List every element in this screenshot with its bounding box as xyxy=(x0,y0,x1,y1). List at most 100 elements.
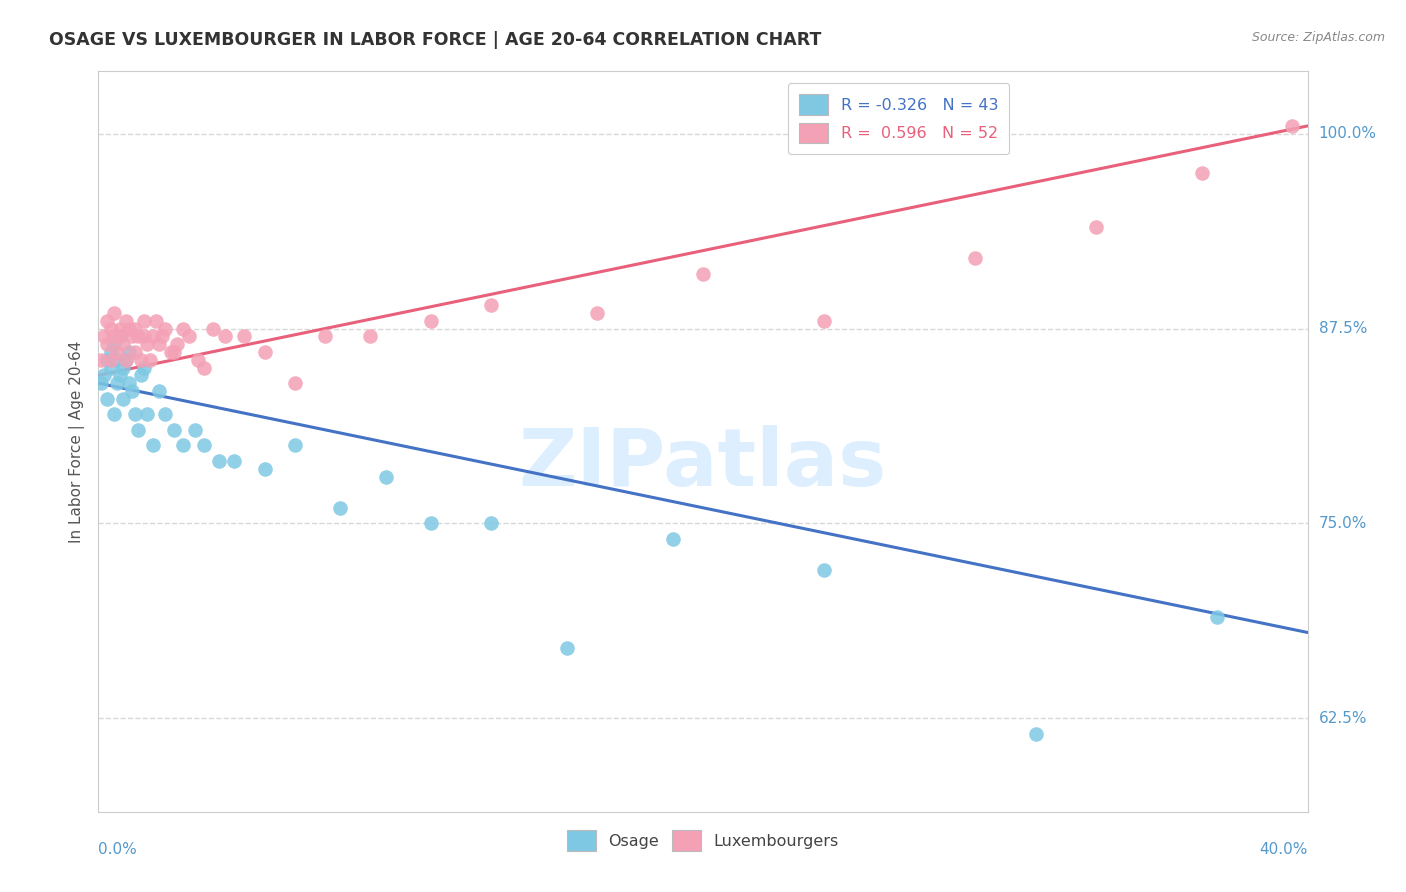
Point xyxy=(813,314,835,328)
Text: 87.5%: 87.5% xyxy=(1319,321,1367,336)
Point xyxy=(90,376,112,390)
Point xyxy=(108,368,131,383)
Point xyxy=(132,360,155,375)
Point xyxy=(965,252,987,266)
Point xyxy=(160,345,183,359)
Point xyxy=(202,321,225,335)
Point xyxy=(100,321,122,335)
Point xyxy=(105,352,128,367)
Point xyxy=(329,500,352,515)
Point xyxy=(148,337,170,351)
Point xyxy=(163,345,186,359)
Point xyxy=(420,314,443,328)
Point xyxy=(481,516,503,531)
Point xyxy=(692,267,714,281)
Point xyxy=(193,360,215,375)
Point xyxy=(127,423,149,437)
Point xyxy=(100,352,122,367)
Point xyxy=(153,407,176,421)
Point xyxy=(314,329,336,343)
Point xyxy=(96,337,118,351)
Point xyxy=(142,329,165,343)
Point xyxy=(253,345,276,359)
Point xyxy=(114,314,136,328)
Point xyxy=(153,321,176,335)
Point xyxy=(172,438,194,452)
Text: 0.0%: 0.0% xyxy=(98,842,138,857)
Point xyxy=(114,352,136,367)
Point xyxy=(121,384,143,398)
Point xyxy=(184,423,207,437)
Text: 62.5%: 62.5% xyxy=(1319,711,1367,726)
Point xyxy=(111,360,134,375)
Point xyxy=(96,314,118,328)
Point xyxy=(1085,220,1108,235)
Point xyxy=(374,469,396,483)
Text: 75.0%: 75.0% xyxy=(1319,516,1367,531)
Point xyxy=(124,345,146,359)
Point xyxy=(103,337,125,351)
Point xyxy=(555,641,578,656)
Point xyxy=(108,321,131,335)
Point xyxy=(253,462,276,476)
Point xyxy=(108,329,131,343)
Point xyxy=(108,329,131,343)
Text: 100.0%: 100.0% xyxy=(1319,126,1376,141)
Point xyxy=(103,407,125,421)
Point xyxy=(284,438,307,452)
Point xyxy=(1281,119,1303,133)
Point xyxy=(105,345,128,359)
Point xyxy=(193,438,215,452)
Point xyxy=(172,321,194,335)
Point xyxy=(111,392,134,406)
Point xyxy=(93,368,115,383)
Point xyxy=(214,329,236,343)
Y-axis label: In Labor Force | Age 20-64: In Labor Force | Age 20-64 xyxy=(69,341,84,542)
Point xyxy=(481,298,503,312)
Point xyxy=(118,321,141,335)
Text: 40.0%: 40.0% xyxy=(1260,842,1308,857)
Point xyxy=(105,376,128,390)
Point xyxy=(135,337,157,351)
Legend: Osage, Luxembourgers: Osage, Luxembourgers xyxy=(561,823,845,857)
Point xyxy=(100,345,122,359)
Point xyxy=(132,329,155,343)
Point xyxy=(586,306,609,320)
Point xyxy=(661,532,683,546)
Point xyxy=(93,329,115,343)
Point xyxy=(118,376,141,390)
Point xyxy=(1024,727,1046,741)
Point xyxy=(420,516,443,531)
Point xyxy=(100,360,122,375)
Point xyxy=(121,329,143,343)
Point xyxy=(224,454,246,468)
Text: ZIPatlas: ZIPatlas xyxy=(519,425,887,503)
Point xyxy=(148,384,170,398)
Point xyxy=(1191,166,1213,180)
Point xyxy=(129,352,152,367)
Point xyxy=(187,352,209,367)
Point xyxy=(96,352,118,367)
Point xyxy=(96,392,118,406)
Point xyxy=(132,314,155,328)
Point xyxy=(163,423,186,437)
Text: Source: ZipAtlas.com: Source: ZipAtlas.com xyxy=(1251,31,1385,45)
Point xyxy=(111,337,134,351)
Point xyxy=(139,352,162,367)
Point xyxy=(114,352,136,367)
Point xyxy=(145,314,167,328)
Point xyxy=(813,563,835,577)
Point xyxy=(150,329,173,343)
Point xyxy=(135,407,157,421)
Point xyxy=(118,345,141,359)
Point xyxy=(124,407,146,421)
Point xyxy=(127,329,149,343)
Point xyxy=(232,329,254,343)
Point xyxy=(360,329,382,343)
Point xyxy=(166,337,188,351)
Text: OSAGE VS LUXEMBOURGER IN LABOR FORCE | AGE 20-64 CORRELATION CHART: OSAGE VS LUXEMBOURGER IN LABOR FORCE | A… xyxy=(49,31,821,49)
Point xyxy=(284,376,307,390)
Point xyxy=(129,368,152,383)
Point xyxy=(142,438,165,452)
Point xyxy=(103,329,125,343)
